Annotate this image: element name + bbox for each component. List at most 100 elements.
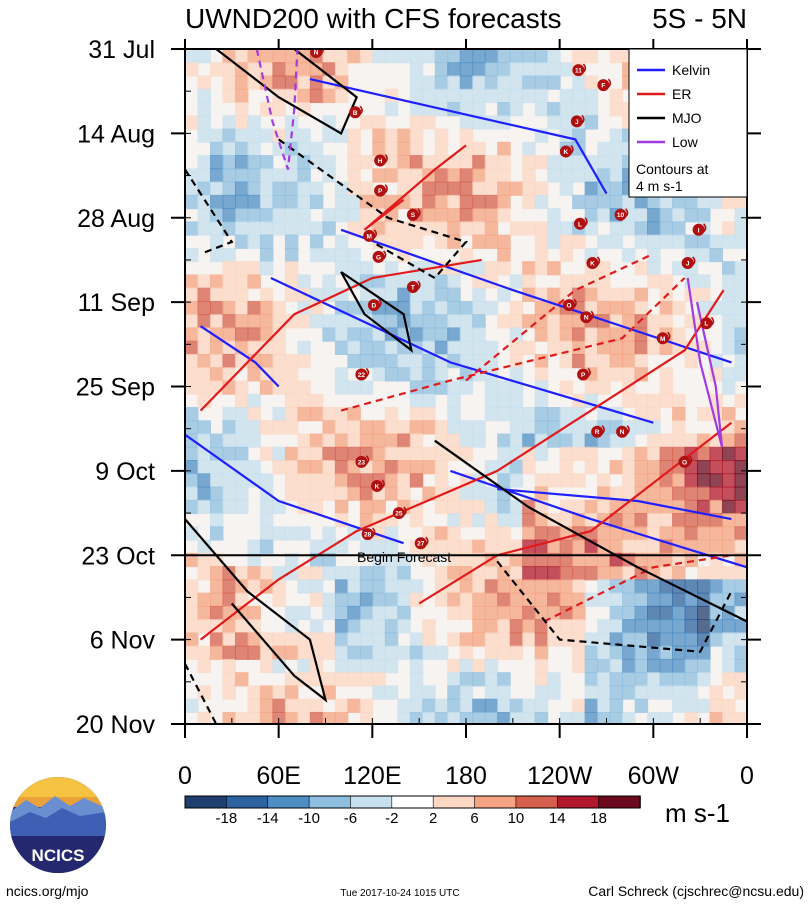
contour-line <box>434 439 747 623</box>
storm-marker-label: N <box>314 50 319 57</box>
x-tick-label: 0 <box>178 762 192 790</box>
colorbar-swatch <box>226 795 269 809</box>
storm-marker: F <box>597 78 612 92</box>
footer-right: Carl Schreck (cjschrec@ncsu.edu) <box>588 883 804 899</box>
storm-marker-label: 22 <box>358 372 366 379</box>
storm-marker: 23 <box>355 455 370 468</box>
axis-ticks <box>171 39 761 738</box>
contour-line <box>199 325 280 388</box>
storm-marker: I <box>692 223 707 236</box>
storm-marker: L <box>700 316 715 330</box>
storm-marker-label: N <box>620 429 625 436</box>
storm-marker-label: T <box>411 285 415 292</box>
forecast-start-label: Begin Forecast <box>357 549 451 565</box>
colorbar-swatch <box>598 795 641 809</box>
storm-marker-label: 27 <box>417 541 425 548</box>
storm-marker: 22 <box>355 367 370 381</box>
storm-marker-label: B <box>353 110 358 117</box>
storm-marker-label: M <box>367 233 372 240</box>
storm-marker-label: O <box>682 459 687 466</box>
colorbar-swatch <box>267 795 310 809</box>
storm-marker: G <box>372 250 387 263</box>
colorbar-tick-label: -2 <box>385 810 398 827</box>
storm-marker: 28 <box>361 527 376 541</box>
wind-anomaly-shading <box>185 49 747 724</box>
storm-marker: O <box>678 455 693 468</box>
contour-line <box>686 277 724 448</box>
x-tick-label: 60E <box>256 762 300 790</box>
x-tick-label: 60W <box>628 762 680 790</box>
legend-entry: ER <box>637 86 691 102</box>
storm-marker-label: 25 <box>395 511 403 518</box>
storm-marker: D <box>367 298 382 312</box>
chart-region: 5S - 5N <box>652 3 747 34</box>
storm-marker: P <box>374 184 388 197</box>
y-tick-labels: 31 Jul 14 Aug 28 Aug 11 Sep 25 Sep 9 Oct 23 Oc… <box>76 36 156 739</box>
storm-marker-label: 10 <box>617 212 625 219</box>
storm-marker: J <box>570 114 585 128</box>
storm-marker: K <box>559 144 574 158</box>
storm-marker-label: R <box>595 429 600 436</box>
contour-line <box>255 49 299 170</box>
legend-label: MJO <box>672 110 702 126</box>
legend: Kelvin ER MJO Low Contours at 4 m s-1 <box>628 48 748 198</box>
storm-marker: N <box>580 310 594 324</box>
colorbar-tick-label: 6 <box>470 810 478 827</box>
colorbar-tick-label: -18 <box>216 810 238 827</box>
ncics-logo: NCICS <box>10 777 106 873</box>
footer-left: ncics.org/mjo <box>6 883 89 899</box>
colorbar: -18 -14 -10 -6 -2 2 6 10 14 18 <box>184 795 641 827</box>
storm-marker: 11 <box>572 63 587 77</box>
storm-marker: N <box>310 49 324 59</box>
storm-marker-label: P <box>581 372 586 379</box>
storm-marker: B <box>349 105 363 119</box>
x-tick-label: 120W <box>527 762 593 790</box>
storm-marker: M <box>363 229 377 242</box>
footer-center: Tue 2017-10-24 1015 UTC <box>340 888 459 899</box>
legend-label: Low <box>672 134 699 150</box>
contour-line <box>496 560 733 653</box>
contour-line <box>418 421 733 605</box>
storm-marker-label: F <box>601 83 605 90</box>
colorbar-swatch <box>432 795 476 809</box>
colorbar-swatch <box>515 795 559 809</box>
y-tick-label: 23 Oct <box>81 542 155 570</box>
contour-line <box>278 138 468 280</box>
colorbar-tick-label: -10 <box>298 810 320 827</box>
x-tick-label: 180 <box>445 762 487 790</box>
colorbar-tick-label: -6 <box>344 810 357 827</box>
storm-marker: T <box>406 280 421 294</box>
storm-markers: N 11 F B J K H P S 10 L I M G K J T D O N L M 22 P R N O 23 K 25 28 27 <box>310 49 715 550</box>
contour-line <box>363 144 467 231</box>
colorbar-swatch <box>184 795 228 809</box>
colorbar-swatch <box>308 795 352 809</box>
storm-marker-label: S <box>411 212 416 219</box>
y-tick-label: 6 Nov <box>90 627 156 655</box>
colorbar-swatch <box>474 795 517 809</box>
y-tick-label: 31 Jul <box>88 36 155 64</box>
storm-marker-label: 23 <box>358 459 366 466</box>
storm-marker-label: O <box>567 303 572 310</box>
contour-line <box>497 487 732 521</box>
colorbar-tick-label: -14 <box>257 810 279 827</box>
colorbar-tick-label: 2 <box>429 810 437 827</box>
contour-line <box>340 271 414 354</box>
storm-marker: 25 <box>392 506 407 520</box>
colorbar-swatch <box>391 795 434 809</box>
x-tick-label: 0 <box>740 762 754 790</box>
storm-marker: L <box>573 217 588 230</box>
storm-marker-label: L <box>578 221 582 228</box>
storm-marker: M <box>656 331 671 345</box>
storm-marker: J <box>681 256 696 269</box>
storm-marker: R <box>591 425 605 438</box>
storm-marker: K <box>371 479 385 492</box>
legend-label: Kelvin <box>672 62 710 78</box>
contour-line <box>543 554 732 623</box>
storm-marker-label: P <box>378 188 383 195</box>
contour-line <box>185 518 328 703</box>
contour-line <box>450 469 747 569</box>
colorbar-swatch <box>556 795 600 809</box>
storm-marker: 27 <box>414 536 429 550</box>
storm-marker-label: J <box>686 260 690 267</box>
y-tick-label: 9 Oct <box>95 458 155 486</box>
